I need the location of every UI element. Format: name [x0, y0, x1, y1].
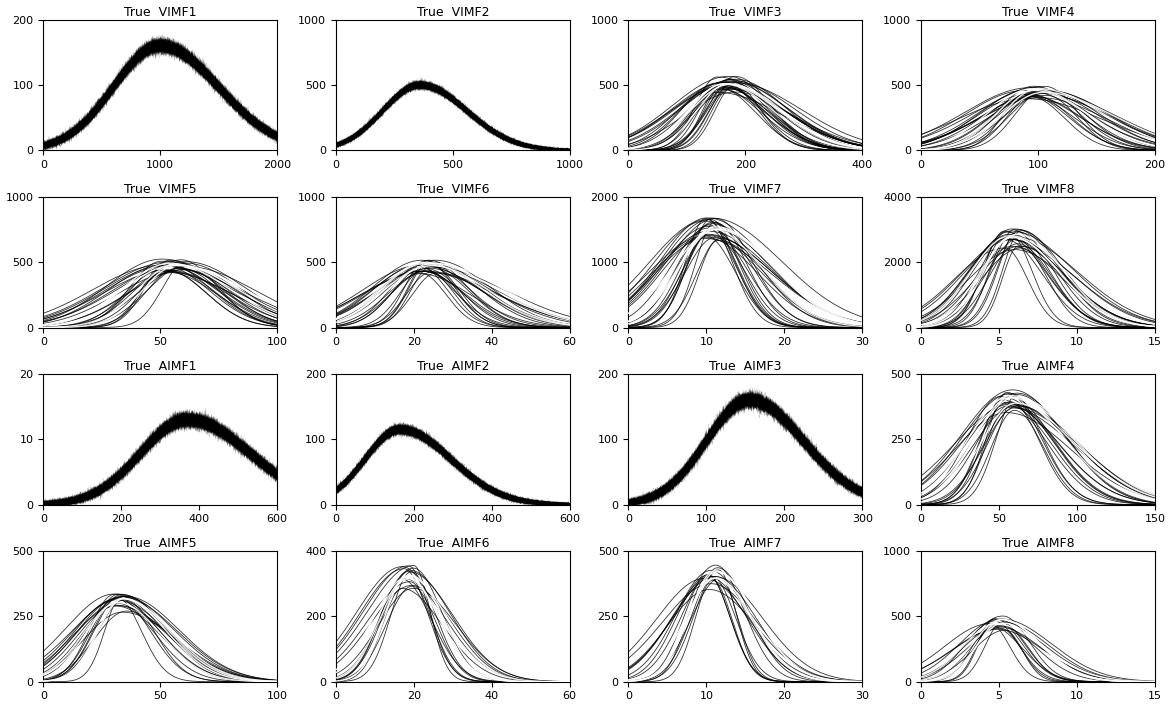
Title: True  AIMF4: True AIMF4	[1001, 360, 1074, 373]
Title: True  AIMF1: True AIMF1	[124, 360, 197, 373]
Title: True  VIMF7: True VIMF7	[710, 182, 782, 196]
Title: True  VIMF5: True VIMF5	[124, 182, 197, 196]
Title: True  VIMF4: True VIMF4	[1001, 6, 1074, 18]
Title: True  VIMF2: True VIMF2	[417, 6, 489, 18]
Title: True  AIMF3: True AIMF3	[710, 360, 781, 373]
Title: True  AIMF5: True AIMF5	[124, 537, 197, 550]
Title: True  AIMF8: True AIMF8	[1001, 537, 1074, 550]
Title: True  VIMF6: True VIMF6	[417, 182, 489, 196]
Title: True  AIMF2: True AIMF2	[417, 360, 489, 373]
Title: True  AIMF6: True AIMF6	[417, 537, 489, 550]
Title: True  VIMF3: True VIMF3	[710, 6, 781, 18]
Title: True  AIMF7: True AIMF7	[710, 537, 782, 550]
Title: True  VIMF1: True VIMF1	[124, 6, 197, 18]
Title: True  VIMF8: True VIMF8	[1001, 182, 1074, 196]
